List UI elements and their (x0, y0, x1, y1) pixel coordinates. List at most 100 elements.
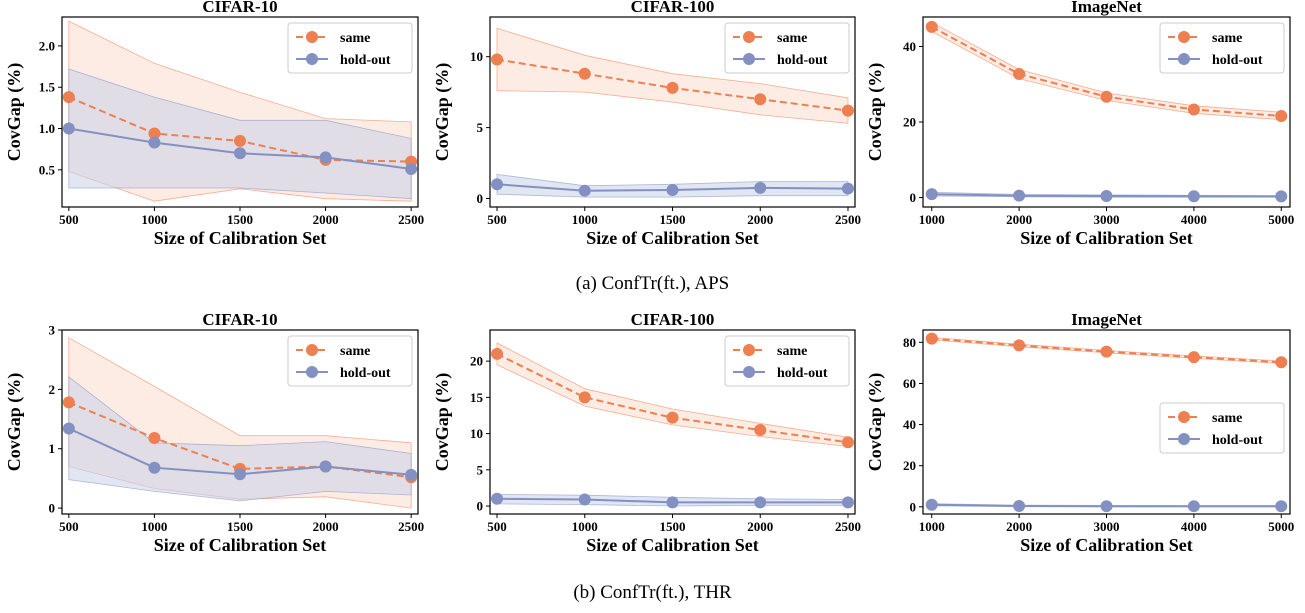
chart-panel-1: 500 1000 1500 2000 2500 0.5 1.0 1.5 2.0 CIFAR-10 S… (4, 0, 424, 248)
legend: same hold-out (724, 22, 850, 74)
point-same (148, 432, 161, 445)
point-same (1275, 109, 1288, 122)
legend-marker-holdout (306, 366, 318, 378)
point-holdout (234, 147, 246, 160)
point-same (1275, 356, 1288, 369)
point-same (234, 134, 246, 147)
x-tick-label: 1500 (227, 212, 253, 227)
y-tick-label: 80 (903, 335, 916, 350)
chart-title: CIFAR-10 (202, 310, 277, 329)
legend-marker-same (306, 344, 318, 356)
point-same (754, 423, 767, 436)
legend-label-holdout: hold-out (777, 53, 828, 68)
legend-label-holdout: hold-out (1212, 433, 1263, 448)
point-holdout (319, 151, 332, 164)
point-same (62, 396, 75, 409)
point-holdout (754, 496, 767, 509)
point-same (148, 127, 161, 140)
y-tick-label: 60 (903, 376, 916, 391)
x-tick-label: 3000 (1094, 212, 1120, 227)
y-tick-label: 1 (49, 441, 56, 456)
point-holdout (491, 178, 504, 191)
point-same (1013, 339, 1026, 352)
legend-frame (1159, 22, 1285, 74)
point-holdout (234, 468, 246, 481)
y-axis-label: CovGap (%) (4, 63, 25, 162)
x-tick-label: 2000 (313, 519, 339, 534)
legend-marker-holdout (1178, 53, 1190, 65)
y-axis-label: CovGap (%) (432, 373, 453, 472)
point-holdout (62, 422, 75, 435)
point-holdout (62, 122, 75, 135)
legend-marker-same (743, 344, 755, 356)
y-axis-label: CovGap (%) (4, 373, 25, 472)
x-tick-label: 1000 (572, 212, 598, 227)
legend-marker-holdout (743, 53, 755, 65)
y-tick-label: 20 (903, 115, 916, 130)
point-same (1013, 68, 1026, 81)
point-holdout (754, 181, 767, 194)
x-axis-label: Size of Calibration Set (586, 535, 759, 555)
point-holdout (666, 496, 679, 509)
y-tick-label: 40 (903, 417, 916, 432)
caption-a: (a) ConfTr(ft.), APS (575, 273, 730, 294)
y-tick-label: 2.0 (39, 38, 55, 53)
x-tick-label: 1000 (919, 519, 945, 534)
y-tick-label: 1.0 (39, 121, 55, 136)
legend-label-holdout: hold-out (340, 53, 391, 68)
point-holdout (1187, 190, 1200, 203)
legend-marker-holdout (306, 53, 318, 65)
legend: same hold-out (287, 335, 413, 387)
point-same (666, 81, 679, 94)
x-tick-label: 500 (59, 212, 79, 227)
point-same (1100, 345, 1113, 358)
y-tick-label: 5 (477, 462, 484, 477)
point-same (491, 53, 504, 66)
point-same (841, 104, 854, 117)
chart-title: ImageNet (1071, 310, 1142, 329)
y-tick-label: 0 (477, 191, 484, 206)
point-holdout (841, 182, 854, 195)
legend-label-same: same (777, 344, 807, 359)
y-tick-label: 15 (470, 390, 484, 405)
legend-label-same: same (777, 31, 807, 46)
point-same (491, 347, 504, 360)
x-tick-label: 2000 (1006, 519, 1032, 534)
legend-marker-same (1178, 31, 1190, 43)
point-same (666, 411, 679, 424)
y-tick-label: 40 (903, 39, 916, 54)
y-tick-label: 3 (49, 323, 56, 338)
point-holdout (1013, 499, 1026, 512)
chart-title: CIFAR-100 (631, 310, 715, 329)
y-axis-label: CovGap (%) (432, 63, 453, 162)
legend-frame (287, 22, 413, 74)
legend-marker-holdout (1178, 433, 1190, 445)
line-same (931, 337, 1282, 364)
point-same (1100, 90, 1113, 103)
y-tick-label: 1.5 (39, 80, 56, 95)
point-same (578, 67, 591, 80)
x-axis-label: Size of Calibration Set (154, 228, 327, 248)
x-tick-label: 2000 (747, 212, 773, 227)
legend: same hold-out (1159, 22, 1285, 74)
legend-label-holdout: hold-out (777, 366, 828, 381)
x-tick-label: 5000 (1268, 519, 1294, 534)
x-axis-label: Size of Calibration Set (586, 228, 759, 248)
point-holdout (666, 183, 679, 196)
y-tick-label: 2 (49, 382, 56, 397)
x-tick-label: 2000 (747, 519, 773, 534)
x-tick-label: 1000 (919, 212, 945, 227)
point-holdout (925, 188, 938, 201)
point-holdout (925, 498, 938, 511)
x-tick-label: 500 (487, 212, 507, 227)
x-tick-label: 2000 (313, 212, 339, 227)
chart-panel-2: 500 1000 1500 2000 2500 0 5 10 CIFAR-100 Size of … (432, 0, 861, 248)
legend-label-same: same (1212, 411, 1242, 426)
point-same (841, 436, 854, 449)
y-tick-label: 0 (477, 499, 484, 514)
chart-panel-6: 1000 2000 3000 4000 5000 0 20 40 60 80 ImageNet Siz… (865, 310, 1294, 555)
x-axis-label: Size of Calibration Set (1020, 535, 1193, 555)
point-holdout (405, 468, 418, 481)
point-holdout (148, 136, 161, 149)
